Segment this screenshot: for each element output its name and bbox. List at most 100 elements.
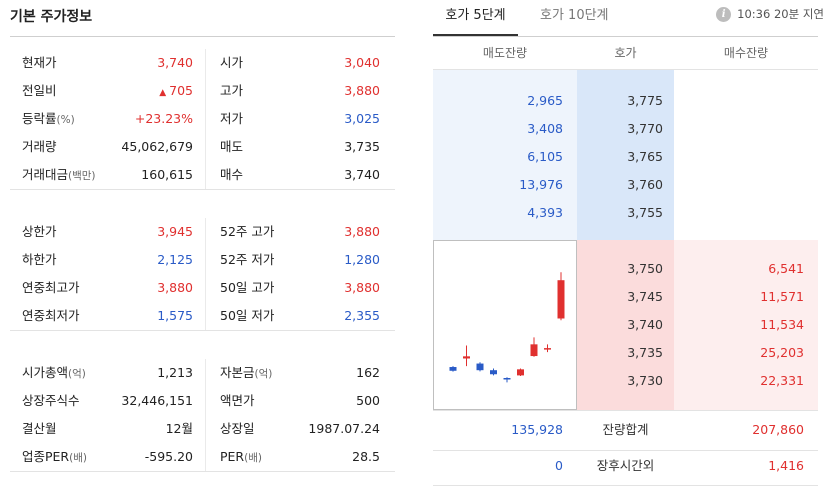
delay-info: i 10:36 20분 지연: [716, 6, 824, 22]
candle-body: [463, 356, 470, 359]
info-value: 1987.07.24: [308, 421, 380, 436]
ask-price[interactable]: 3,775: [627, 93, 663, 108]
info-label: 52주 저가: [220, 246, 274, 274]
bid-price[interactable]: 3,740: [627, 317, 663, 332]
candle-body: [544, 348, 551, 350]
mini-chart-svg: [449, 272, 565, 383]
info-label-unit: (억): [68, 368, 86, 380]
info-label-text: 등락률: [22, 111, 57, 126]
info-label-text: 상장주식수: [22, 393, 80, 408]
info-row: 하한가 2,125 52주 저가 1,280: [10, 246, 395, 274]
total-sell-volume: 135,928: [511, 422, 563, 437]
info-label: 등락률(%): [22, 105, 75, 134]
info-value: 3,880: [344, 280, 380, 295]
info-label: 거래량: [22, 133, 57, 161]
bid-volume-area: [674, 240, 818, 410]
after-hours-sell-volume: 0: [555, 458, 563, 473]
tab-orderbook-5[interactable]: 호가 5단계: [433, 0, 518, 36]
info-value-text: 45,062,679: [121, 139, 193, 154]
info-label-text: 52주 저가: [220, 252, 275, 267]
info-label-text: 시가총액: [22, 365, 69, 380]
tab-orderbook-10[interactable]: 호가 10단계: [540, 8, 609, 23]
column-divider: [205, 218, 206, 330]
info-label-text: 시가: [220, 55, 244, 70]
bid-price[interactable]: 3,735: [627, 345, 663, 360]
total-buy-volume: 207,860: [752, 422, 804, 437]
total-label: 잔량합계: [602, 422, 649, 437]
info-label-text: 현재가: [22, 55, 57, 70]
ask-price[interactable]: 3,760: [627, 177, 663, 192]
info-value: 2,355: [344, 308, 380, 323]
info-label-text: 매도: [220, 139, 244, 154]
info-value: ▲ 705: [159, 77, 193, 107]
info-label: 상장주식수: [22, 387, 80, 415]
info-label-text: 전일비: [22, 83, 57, 98]
summary-divider: [433, 450, 818, 451]
info-label-text: PER: [220, 449, 245, 464]
info-label: 연중최저가: [22, 302, 80, 330]
candle-body: [530, 344, 538, 357]
info-label-text: 상장일: [220, 421, 255, 436]
info-label: 저가: [220, 105, 243, 133]
ask-price[interactable]: 3,755: [627, 205, 663, 220]
column-divider: [205, 359, 206, 471]
mini-candlestick-chart: [433, 240, 577, 410]
candle-body: [557, 280, 565, 319]
info-label: 전일비: [22, 77, 57, 105]
range-info-table: 상한가 3,945 52주 고가 3,880 하한가 2,125 52주 저가 1,280 연중…: [10, 218, 395, 331]
bid-volume: 6,541: [768, 261, 804, 276]
info-value: -595.20: [145, 443, 193, 471]
basic-info-panel: 기본 주가정보 현재가 3,740 시가 3,040 전일비 ▲ 705 고가 3,880 등락률…: [10, 0, 395, 491]
ask-price-area: [577, 70, 674, 240]
candle-body: [517, 369, 524, 376]
info-label-text: 매수: [220, 167, 244, 182]
info-row: 등락률(%) +23.23% 저가 3,025: [10, 105, 395, 133]
bid-price[interactable]: 3,745: [627, 289, 663, 304]
info-label: 상한가: [22, 218, 57, 246]
info-value-text: 12월: [165, 421, 193, 436]
bid-price[interactable]: 3,730: [627, 373, 663, 388]
info-label: 연중최고가: [22, 274, 80, 302]
info-value-text: 2,125: [157, 252, 193, 267]
info-row: 업종PER(배) -595.20 PER(배) 28.5: [10, 443, 395, 471]
info-label-unit: (배): [69, 452, 87, 464]
info-label: 매수: [220, 161, 243, 189]
up-triangle-icon: ▲: [159, 88, 167, 98]
info-value-text: 3,740: [157, 55, 193, 70]
info-label: 시가총액(억): [22, 359, 86, 388]
candle-body: [503, 378, 511, 380]
info-value: 3,025: [344, 111, 380, 126]
ask-price[interactable]: 3,770: [627, 121, 663, 136]
ask-price[interactable]: 3,765: [627, 149, 663, 164]
info-label: 자본금(억): [220, 359, 272, 388]
bid-price[interactable]: 3,750: [627, 261, 663, 276]
info-label: 상장일: [220, 415, 255, 443]
title-divider: [10, 36, 395, 37]
ask-volume: 3,408: [527, 121, 563, 136]
info-row: 현재가 3,740 시가 3,040: [10, 49, 395, 77]
bottom-divider: [433, 485, 818, 486]
info-icon[interactable]: i: [716, 6, 732, 22]
basic-info-title: 기본 주가정보: [10, 9, 93, 25]
info-value: 3,880: [344, 83, 380, 98]
info-row: 시가총액(억) 1,213 자본금(억) 162: [10, 359, 395, 387]
info-value: 3,040: [344, 55, 380, 70]
orderbook-panel: 호가 5단계 호가 10단계 i 10:36 20분 지연 매도잔량 호가 매수…: [433, 0, 827, 491]
info-row: 결산월 12월 상장일 1987.07.24: [10, 415, 395, 443]
info-label: 52주 고가: [220, 218, 274, 246]
info-value-text: 1,575: [157, 308, 193, 323]
info-label-text: 상한가: [22, 224, 57, 239]
info-value: 45,062,679: [121, 133, 193, 161]
info-value: 3,880: [157, 274, 193, 302]
info-label-text: 거래대금: [22, 167, 69, 182]
column-divider: [205, 49, 206, 189]
header-price: 호가: [614, 46, 637, 60]
info-label-text: 하한가: [22, 252, 57, 267]
candle-body: [449, 367, 457, 371]
after-hours-row: 0 장후시간외 1,416: [433, 451, 818, 481]
ask-volume-area: [433, 70, 577, 240]
info-value: 3,740: [157, 49, 193, 77]
info-label-text: 거래량: [22, 139, 57, 154]
info-label-text: 저가: [220, 111, 244, 126]
info-row: 상장주식수 32,446,151 액면가 500: [10, 387, 395, 415]
